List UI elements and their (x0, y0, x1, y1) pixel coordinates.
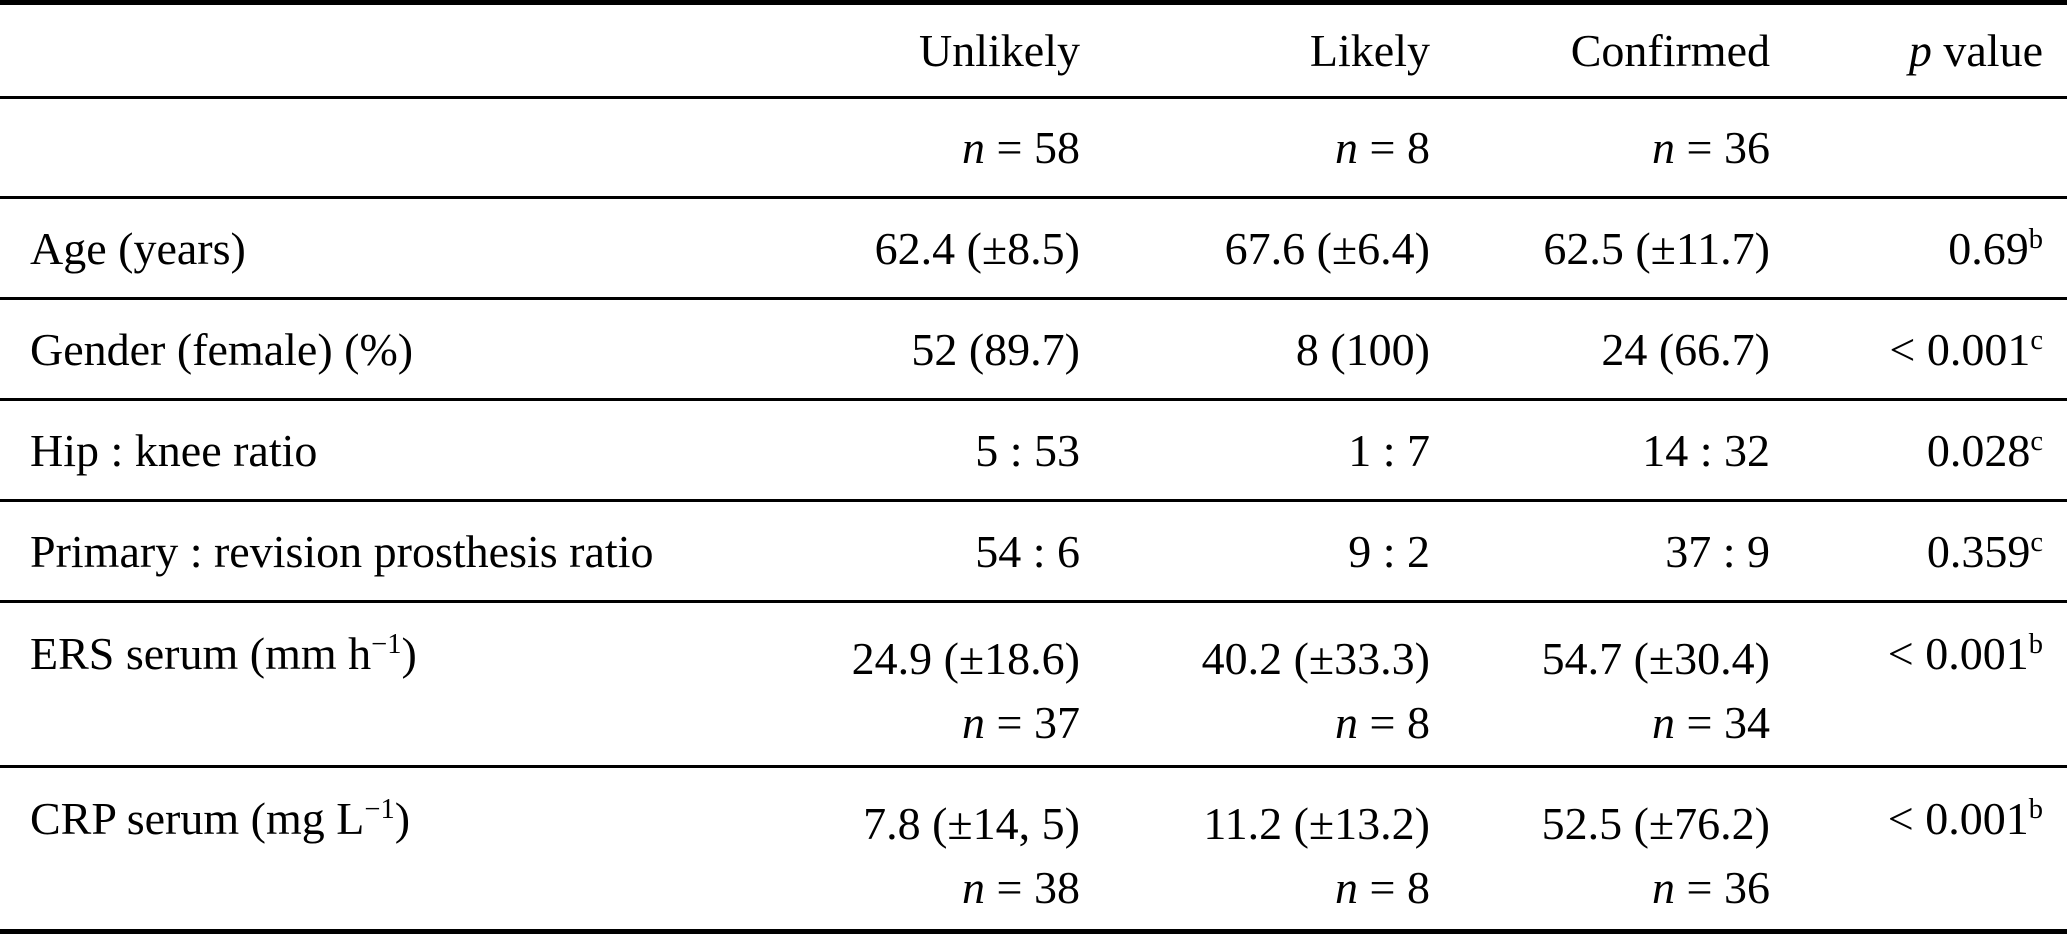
cell-value-line: 24.9 (±18.6) (851, 633, 1080, 684)
table-row: CRP serum (mg L−1) 7.8 (±14, 5) n = 38 11.2… (0, 767, 2067, 932)
cell-p-value: 0.028c (1926, 424, 2043, 476)
cell-confirmed: 52.5 (±76.2) n = 36 (1430, 767, 1770, 932)
cell-value-line: 40.2 (±33.3) (1201, 633, 1430, 684)
row-label: Gender (female) (%) (30, 323, 414, 375)
cell-n-line: n = 36 (1652, 862, 1770, 913)
cell-likely: 67.6 (±6.4) (1224, 222, 1430, 274)
cell-likely: 11.2 (±13.2) n = 8 (1080, 767, 1430, 932)
cell-likely: 1 : 7 (1348, 424, 1430, 476)
cell-confirmed: 62.5 (±11.7) (1543, 222, 1770, 274)
cell-n-line: n = 38 (962, 862, 1080, 913)
group-size-cell-unlikely: n = 58 (962, 122, 1080, 173)
row-label: ERS serum (mm h−1) (30, 628, 417, 679)
cell-n-line: n = 8 (1335, 697, 1430, 748)
cell-value-line: 52.5 (±76.2) (1541, 798, 1770, 849)
cell-confirmed: 14 : 32 (1642, 424, 1770, 476)
column-header-confirmed: Confirmed (1570, 25, 1770, 76)
cell-unlikely: 24.9 (±18.6) n = 37 (845, 602, 1080, 767)
cell-p-value: < 0.001b (1887, 628, 2043, 679)
group-size-cell-p-value (1770, 98, 2067, 198)
table-row: Primary : revision prosthesis ratio 54 : … (0, 501, 2067, 602)
row-label: Hip : knee ratio (30, 424, 318, 476)
cell-value-line: 11.2 (±13.2) (1203, 798, 1430, 849)
row-label: Age (years) (30, 222, 246, 274)
table-body: n = 58 n = 8 n = 36 Age (years) 62.4 (±8.5) 6… (0, 98, 2067, 932)
cell-value-line: 54.7 (±30.4) (1541, 633, 1770, 684)
table-header: Unlikely Likely Confirmed p value (0, 3, 2067, 98)
column-header-p-value: p value (1908, 25, 2043, 76)
cell-confirmed: 54.7 (±30.4) n = 34 (1430, 602, 1770, 767)
cell-likely: 9 : 2 (1348, 525, 1430, 577)
cell-p-value: < 0.001b (1887, 793, 2043, 844)
column-header-row-label (0, 3, 845, 98)
table-row: Age (years) 62.4 (±8.5) 67.6 (±6.4) 62.5 (±… (0, 198, 2067, 299)
cell-unlikely: 5 : 53 (975, 424, 1080, 476)
cell-n-line: n = 8 (1335, 862, 1430, 913)
group-size-cell-likely: n = 8 (1335, 122, 1430, 173)
cell-unlikely: 54 : 6 (975, 525, 1080, 577)
cell-unlikely: 7.8 (±14, 5) n = 38 (845, 767, 1080, 932)
table-row: ERS serum (mm h−1) 24.9 (±18.6) n = 37 40.2… (0, 602, 2067, 767)
cell-value-line: 7.8 (±14, 5) (863, 798, 1080, 849)
column-header-likely: Likely (1309, 25, 1430, 76)
cell-unlikely: 52 (89.7) (911, 323, 1080, 375)
group-size-row: n = 58 n = 8 n = 36 (0, 98, 2067, 198)
row-label: CRP serum (mg L−1) (30, 793, 411, 844)
cell-p-value: 0.359c (1926, 525, 2043, 577)
group-size-cell-confirmed: n = 36 (1652, 122, 1770, 173)
row-label: Primary : revision prosthesis ratio (30, 525, 654, 577)
cell-confirmed: 24 (66.7) (1601, 323, 1770, 375)
table-row: Gender (female) (%) 52 (89.7) 8 (100) 24 (6… (0, 299, 2067, 400)
cell-likely: 8 (100) (1295, 323, 1430, 375)
header-row: Unlikely Likely Confirmed p value (0, 3, 2067, 98)
cell-p-value: 0.69b (1948, 222, 2043, 274)
cell-n-line: n = 37 (962, 697, 1080, 748)
cell-confirmed: 37 : 9 (1665, 525, 1770, 577)
cell-n-line: n = 34 (1652, 697, 1770, 748)
table-row: Hip : knee ratio 5 : 53 1 : 7 14 : 32 0.028c (0, 400, 2067, 501)
cell-unlikely: 62.4 (±8.5) (874, 222, 1080, 274)
column-header-unlikely: Unlikely (919, 25, 1080, 76)
group-size-cell-row-label (0, 98, 845, 198)
cell-likely: 40.2 (±33.3) n = 8 (1080, 602, 1430, 767)
cell-p-value: < 0.001c (1889, 323, 2043, 375)
